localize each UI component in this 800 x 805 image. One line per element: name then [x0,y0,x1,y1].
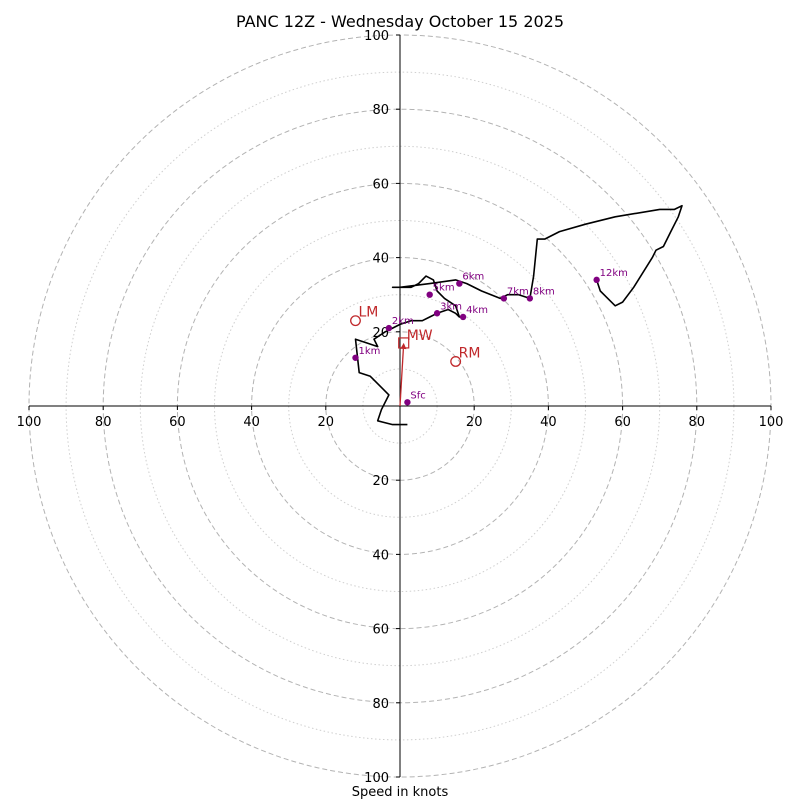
x-tick-label: 80 [689,415,706,430]
x-axis-label: Speed in knots [352,785,449,800]
height-marker-label: 3km [440,301,462,312]
height-marker-point [426,291,433,298]
y-tick-label: 40 [372,252,389,267]
mean-wind-marker [398,337,410,349]
y-tick-label: 100 [364,29,389,44]
y-tick-label: 80 [372,103,389,118]
height-marker-point [433,310,441,317]
right-mover-marker [450,356,462,367]
y-tick-label: 80 [372,697,389,712]
height-marker-label: 1km [358,346,380,357]
x-tick-label: 80 [95,415,112,430]
height-marker-point [459,313,467,321]
height-marker-label: 5km [433,283,455,294]
height-marker-label: 7km [507,286,529,297]
x-tick-labels: 100 80 60 40 20 20 40 60 80 100 [17,406,784,430]
height-marker-point [593,276,600,284]
height-marker-label: 2km [392,316,414,327]
height-marker-label: 4km [466,305,488,316]
left-mover-label: LM [358,305,378,321]
x-tick-label: 60 [614,415,631,430]
height-marker-point [352,354,359,361]
height-marker-layer: Sfc 1km 2km 3km 4km 5km 6km 7km 8km 12km [352,268,628,406]
right-mover-label: RM [459,345,481,361]
y-tick-label: 20 [372,474,389,489]
x-tick-label: 100 [759,415,784,430]
height-marker-point [404,399,411,406]
height-marker-label: Sfc [410,390,425,401]
height-marker-point [456,280,463,287]
x-tick-label: 20 [466,415,483,430]
y-tick-label: 60 [372,177,389,192]
x-tick-label: 40 [540,415,557,430]
mean-wind-label: MW [407,328,433,344]
y-tick-label: 40 [372,548,389,563]
mean-wind-vector [399,348,405,407]
hodograph-trace-layer [354,204,683,426]
left-mover-marker [350,315,361,327]
storm-motion-layer: MW LM RM [350,305,481,407]
hodograph-trace [354,204,683,426]
height-marker-point [500,295,508,302]
height-marker-label: 8km [533,286,555,297]
x-tick-label: 40 [243,415,260,430]
height-marker-label: 6km [462,272,484,283]
y-tick-label: 60 [372,623,389,638]
height-marker-point [385,324,393,332]
x-tick-label: 60 [169,415,186,430]
chart-title: PANC 12Z - Wednesday October 15 2025 [236,12,564,31]
y-tick-label: 100 [364,771,389,786]
x-tick-label: 20 [318,415,335,430]
height-marker-point [526,295,534,302]
x-tick-label: 100 [17,415,42,430]
height-marker-label: 12km [600,268,628,279]
